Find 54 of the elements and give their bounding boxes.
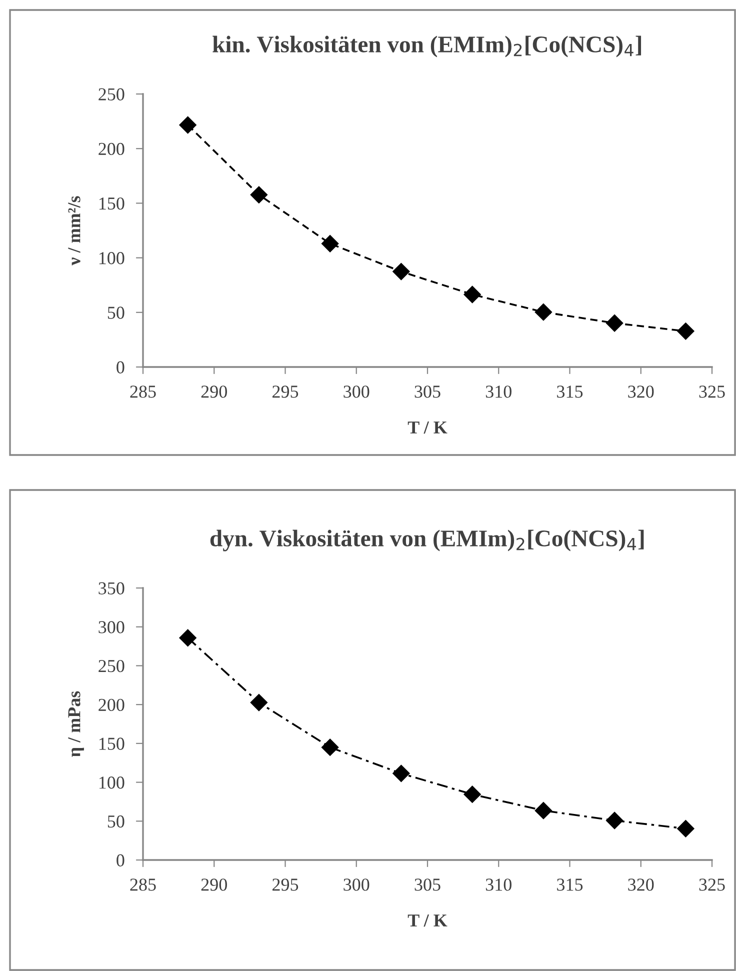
y-tick-label: 250 bbox=[98, 88, 124, 100]
x-tick-label: 325 bbox=[699, 878, 725, 891]
x-tick-label: 320 bbox=[628, 878, 654, 891]
y-tick-label: 0 bbox=[116, 854, 124, 866]
y-tick-label: 150 bbox=[99, 738, 124, 750]
x-tick-label: 325 bbox=[699, 386, 725, 398]
y-tick-label: 0 bbox=[116, 361, 124, 374]
y-tick-label: 200 bbox=[98, 142, 124, 156]
point bbox=[677, 322, 694, 340]
x-tick-label: 305 bbox=[414, 386, 440, 398]
x-tick-label: 315 bbox=[557, 878, 583, 891]
point bbox=[179, 629, 196, 646]
point bbox=[534, 802, 552, 820]
y-tick-label: 200 bbox=[98, 698, 124, 712]
point bbox=[464, 286, 481, 304]
y-tick-label: 50 bbox=[108, 815, 124, 828]
y-tick-label: 250 bbox=[98, 660, 124, 672]
point bbox=[606, 812, 624, 830]
point bbox=[322, 235, 339, 252]
y-axis-title: ν / mm²/s bbox=[68, 196, 80, 266]
x-tick-label: 295 bbox=[272, 878, 298, 891]
y-tick-label: 100 bbox=[99, 776, 124, 789]
x-tick-label: 290 bbox=[201, 878, 227, 891]
y-tick-label: 50 bbox=[108, 306, 124, 319]
x-tick-label: 300 bbox=[344, 386, 370, 398]
x-tick-label: 285 bbox=[130, 878, 156, 891]
x-axis-title: T / K bbox=[408, 422, 448, 434]
chart-title: dyn. Viskositäten von (EMIm)$_{2}$[Co(NCS)$_{4}$] bbox=[210, 530, 644, 552]
x-tick-label: 310 bbox=[486, 878, 512, 891]
chart-title: kin. Viskositäten von (EMIm)$_{2}$[Co(NCS)$_{4}$] bbox=[212, 36, 642, 58]
point bbox=[250, 694, 268, 712]
x-tick-label: 310 bbox=[486, 386, 512, 398]
point bbox=[606, 314, 624, 332]
x-tick-label: 285 bbox=[130, 386, 156, 398]
y-tick-label: 300 bbox=[98, 621, 124, 634]
x-tick-label: 320 bbox=[628, 386, 654, 398]
x-tick-label: 290 bbox=[201, 386, 227, 398]
point bbox=[677, 820, 694, 838]
x-tick-label: 300 bbox=[344, 878, 370, 891]
point bbox=[322, 738, 339, 756]
x-axis-title: T / K bbox=[408, 914, 448, 927]
y-axis-title: η / mPas bbox=[68, 691, 84, 757]
point bbox=[464, 786, 481, 803]
point bbox=[392, 764, 410, 782]
y-tick-label: 100 bbox=[99, 252, 124, 264]
y-tick-label: 150 bbox=[99, 197, 124, 210]
x-tick-label: 315 bbox=[557, 386, 583, 398]
point bbox=[250, 186, 268, 204]
y-tick-label: 350 bbox=[98, 582, 124, 594]
x-tick-label: 295 bbox=[272, 386, 298, 398]
point bbox=[534, 304, 552, 321]
x-tick-label: 305 bbox=[414, 878, 440, 891]
point bbox=[179, 116, 196, 134]
point bbox=[392, 263, 410, 280]
